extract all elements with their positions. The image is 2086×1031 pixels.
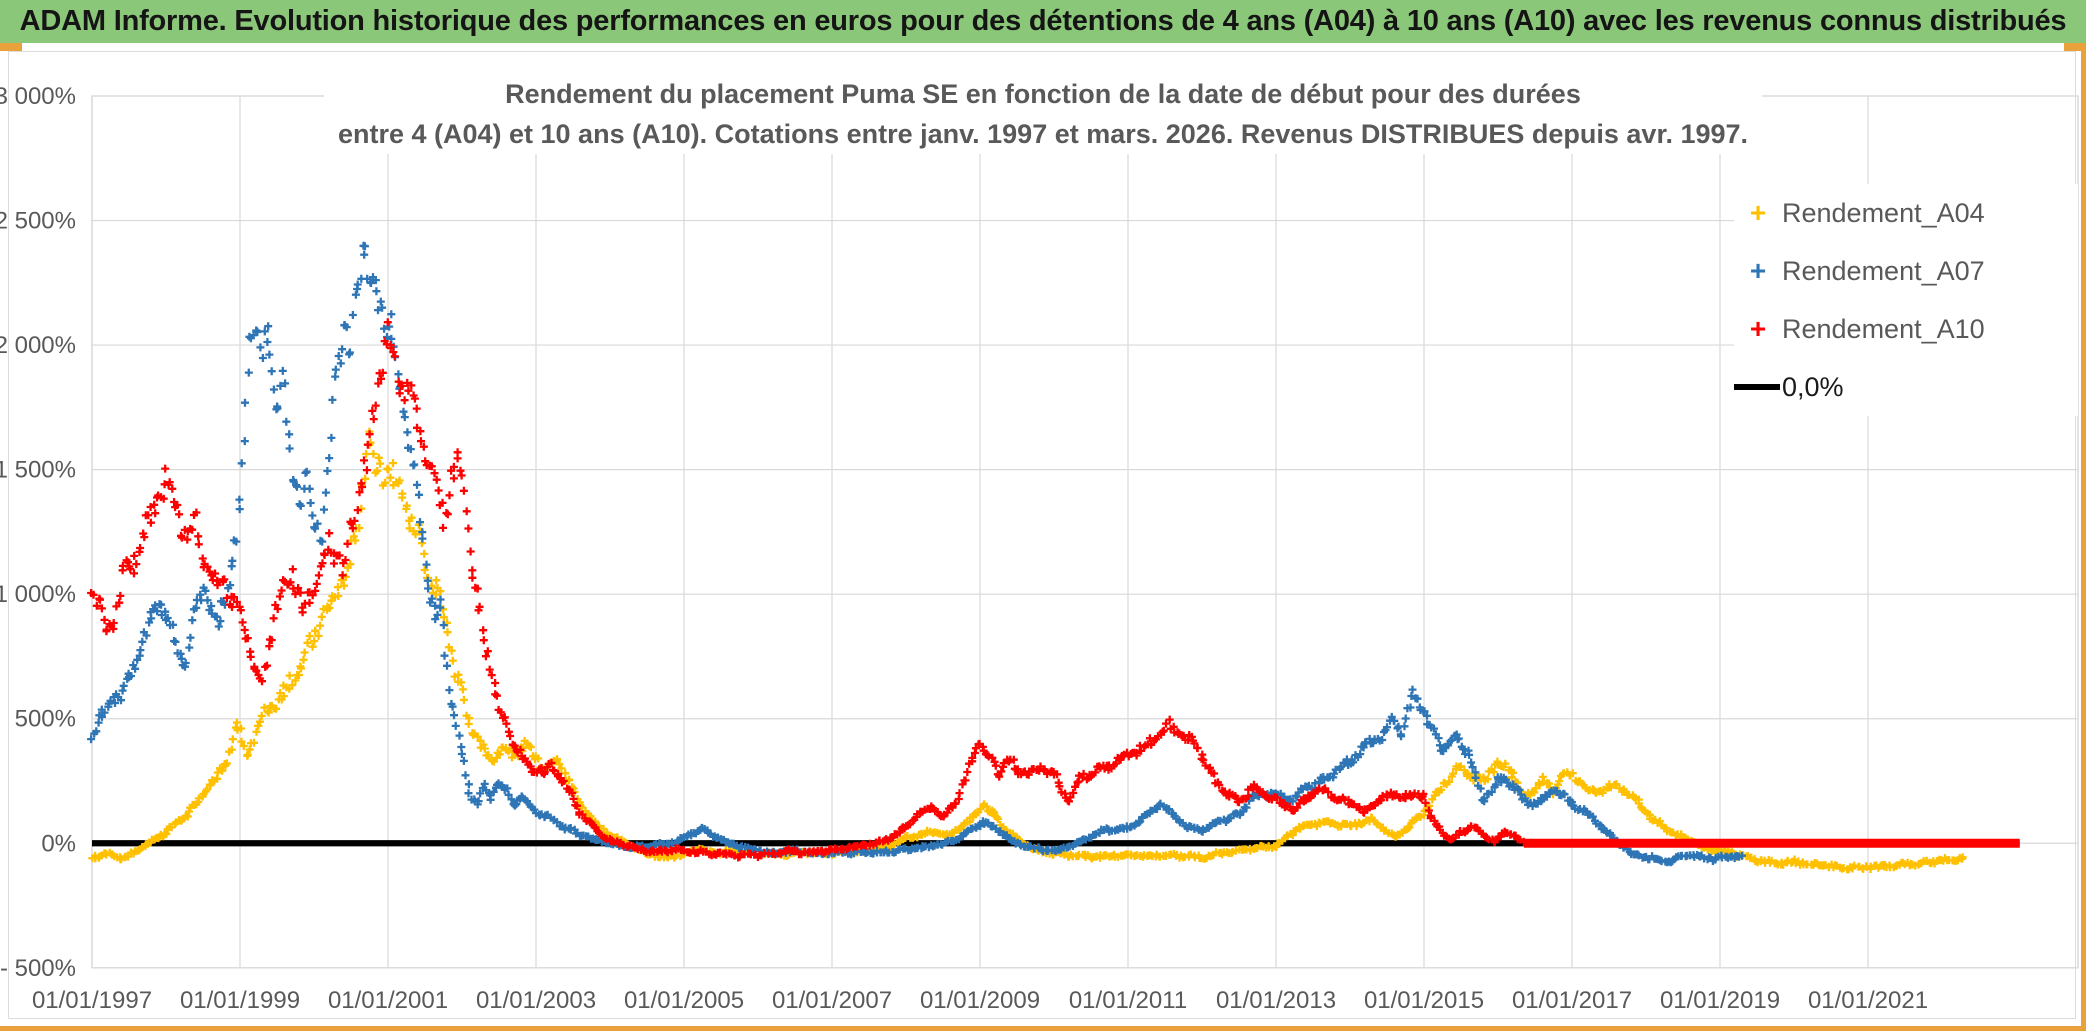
legend-label: Rendement_A10	[1782, 313, 1985, 344]
x-axis-tick-label: 01/01/1999	[180, 987, 300, 1014]
y-axis-tick-label: 3 000%	[0, 83, 76, 110]
header-bar: ADAM Informe. Evolution historique des p…	[0, 0, 2086, 43]
series-rendement-a04	[88, 427, 1967, 874]
legend-line-swatch-icon	[1734, 384, 1780, 390]
chart-title[interactable]: Rendement du placement Puma SE en foncti…	[323, 74, 1763, 154]
x-axis-labels: 01/01/1997 01/01/1999 01/01/2001 01/01/2003…	[32, 987, 1928, 1014]
legend-label: 0,0%	[1782, 371, 1844, 402]
x-axis-tick-label: 01/01/2017	[1512, 987, 1632, 1014]
legend-item-1[interactable]: + Rendement_A04	[1734, 184, 2078, 242]
y-axis-tick-label: 1 000%	[0, 581, 76, 608]
chart-legend[interactable]: + Rendement_A04 + Rendement_A07 + Rendement_A…	[1734, 184, 2078, 416]
legend-item-2[interactable]: + Rendement_A07	[1734, 242, 2078, 300]
x-axis-tick-label: 01/01/2011	[1069, 987, 1187, 1014]
legend-plus-marker-icon: +	[1749, 313, 1767, 344]
x-axis-tick-label: 01/01/2005	[624, 987, 744, 1014]
x-axis-tick-label: 01/01/2021	[1808, 987, 1928, 1014]
x-axis-tick-label: 01/01/2007	[772, 987, 892, 1014]
selection-border-bottom[interactable]	[0, 1026, 2086, 1031]
y-axis-labels: 3 000% 2 500% 2 000% 1 500% 1 000% 500% 0% - 50…	[0, 83, 76, 982]
legend-item-3[interactable]: + Rendement_A10	[1734, 300, 2078, 358]
chart-title-line1: Rendement du placement Puma SE en foncti…	[505, 79, 1581, 109]
legend-label: Rendement_A07	[1782, 255, 1985, 286]
legend-plus-marker-icon: +	[1749, 255, 1767, 286]
x-axis-tick-label: 01/01/2001	[328, 987, 448, 1014]
y-axis-tick-label: 500%	[15, 706, 76, 733]
legend-label: Rendement_A04	[1782, 197, 1985, 228]
chart-title-line2: entre 4 (A04) et 10 ans (A10). Cotations…	[337, 119, 1749, 149]
y-axis-tick-label: 1 500%	[0, 457, 76, 484]
x-axis-tick-label: 01/01/2015	[1364, 987, 1484, 1014]
plot-gridlines	[92, 95, 2078, 969]
x-axis-tick-label: 01/01/2019	[1660, 987, 1780, 1014]
header-title: ADAM Informe. Evolution historique des p…	[19, 5, 2067, 37]
x-axis-tick-label: 01/01/2009	[920, 987, 1040, 1014]
y-axis-tick-label: 0%	[41, 830, 76, 857]
y-axis-tick-label: - 500%	[0, 955, 76, 982]
y-axis-tick-label: 2 000%	[0, 332, 76, 359]
selection-border-right[interactable]	[2081, 51, 2086, 1031]
series-rendement-a10	[87, 318, 2020, 862]
x-axis-tick-label: 01/01/2013	[1216, 987, 1336, 1014]
x-axis-tick-label: 01/01/2003	[476, 987, 596, 1014]
legend-item-4[interactable]: 0,0%	[1734, 358, 2078, 416]
y-axis-tick-label: 2 500%	[0, 208, 76, 235]
selection-handle-top-right[interactable]	[2064, 43, 2086, 51]
legend-plus-marker-icon: +	[1749, 197, 1767, 228]
selection-handle-top-left[interactable]	[0, 43, 22, 51]
x-axis-tick-label: 01/01/1997	[32, 987, 152, 1014]
